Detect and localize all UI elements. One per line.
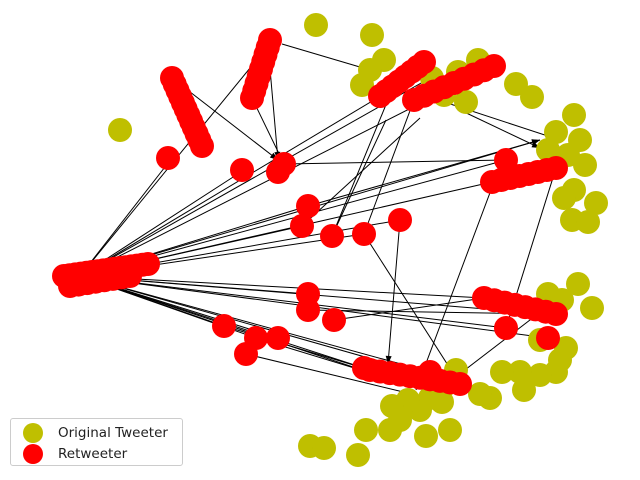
original-tweeter-node [552,186,576,210]
graph-edge [387,219,401,365]
original-tweeter-node [576,210,600,234]
graph-edge [281,43,371,71]
original-tweeter-node [508,360,532,384]
legend-label-retweeter: Retweeter [58,446,128,462]
original-tweeter-node [346,443,370,467]
original-tweeter-node [566,272,590,296]
retweeter-node [352,222,376,246]
graph-edge [459,109,541,149]
legend-label-original-tweeter: Original Tweeter [58,425,168,441]
retweeter-node [156,146,180,170]
graph-edge [79,275,431,373]
original-tweeter-nodes [108,13,608,467]
retweeter-node [494,316,518,340]
original-tweeter-node [304,13,328,37]
graph-edges [79,43,561,398]
original-tweeter-node [108,118,132,142]
graph-edge [331,119,387,237]
retweeter-node [234,342,258,366]
original-tweeter-node [544,120,568,144]
retweeter-node [296,194,320,218]
original-tweeter-node [354,418,378,442]
retweeter-node [118,264,142,288]
retweeter-node [190,134,214,158]
retweeter-node [322,308,346,332]
retweeter-node [136,252,160,276]
original-tweeter-node [512,378,536,402]
retweeter-node [388,208,412,232]
original-tweeter-node [536,138,560,162]
retweeter-swatch [23,444,43,464]
retweeter-node [266,326,290,350]
retweeter-node [418,360,442,384]
original-tweeter-node [580,296,604,320]
original-tweeter-node [573,153,597,177]
retweeter-node [296,298,320,322]
retweeter-node [212,314,236,338]
graph-edge [415,181,495,391]
original-tweeter-node [350,73,374,97]
original-tweeter-node [312,436,336,460]
original-tweeter-node [562,103,586,127]
original-tweeter-node [378,418,402,442]
edge-arrowhead [385,355,392,364]
legend-item-original-tweeter: Original Tweeter [11,423,168,443]
original-tweeter-node [584,191,608,215]
original-tweeter-node [528,363,552,387]
retweeter-node [544,302,568,326]
original-tweeter-node [414,424,438,448]
retweeter-node [412,50,436,74]
legend: Original Tweeter Retweeter [10,418,183,466]
original-tweeter-node [438,418,462,442]
original-tweeter-node [504,72,528,96]
retweeter-node [240,86,264,110]
graph-edge [79,275,485,299]
graph-edge [331,89,393,237]
graph-edge [333,297,485,321]
retweeter-node [272,152,296,176]
graph-edge [431,97,561,141]
retweeter-node [320,224,344,248]
original-tweeter-node [520,85,544,109]
original-tweeter-node [468,382,492,406]
retweeter-node [536,326,560,350]
original-tweeter-swatch [23,423,43,443]
graph-edge [283,159,507,165]
retweeter-nodes [52,28,568,396]
retweeter-node [352,356,376,380]
retweeter-node [494,148,518,172]
graph-edge [79,275,399,383]
graph-edge [301,117,421,227]
graph-edge [363,99,415,235]
retweeter-node [544,156,568,180]
retweeter-node [290,214,314,238]
original-tweeter-node [360,23,384,47]
original-tweeter-node [454,90,478,114]
graph-edge [79,77,431,277]
graph-edge [79,275,507,329]
graph-edge [79,157,173,277]
original-tweeter-node [490,360,514,384]
retweeter-node [230,158,254,182]
graph-edge [245,353,421,397]
legend-item-retweeter: Retweeter [11,444,127,464]
edge-arrowhead [531,139,540,146]
retweeter-node [482,54,506,78]
retweeter-node [448,372,472,396]
